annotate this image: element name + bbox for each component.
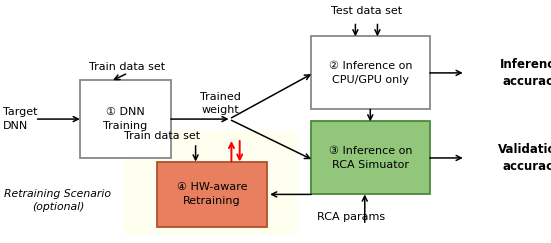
FancyBboxPatch shape (124, 130, 298, 234)
FancyBboxPatch shape (157, 162, 267, 227)
Text: Inference
accuracy: Inference accuracy (500, 58, 551, 88)
Text: ② Inference on
CPU/GPU only: ② Inference on CPU/GPU only (329, 61, 412, 85)
Text: Retraining Scenario
(optional): Retraining Scenario (optional) (4, 189, 111, 212)
Text: Target
DNN: Target DNN (3, 107, 37, 131)
Text: Train data set: Train data set (89, 62, 165, 72)
Text: Validation
accuracy: Validation accuracy (498, 143, 551, 173)
Text: RCA params: RCA params (317, 212, 385, 223)
FancyBboxPatch shape (80, 80, 171, 158)
Text: Test data set: Test data set (331, 6, 402, 16)
Text: Trained
weight: Trained weight (200, 92, 241, 115)
FancyBboxPatch shape (311, 122, 430, 194)
Text: ④ HW-aware
Retraining: ④ HW-aware Retraining (177, 182, 247, 206)
FancyBboxPatch shape (311, 36, 430, 109)
Text: ③ Inference on
RCA Simuator: ③ Inference on RCA Simuator (329, 146, 412, 170)
Text: Train data set: Train data set (125, 131, 201, 141)
Text: ① DNN
Training: ① DNN Training (103, 107, 148, 131)
